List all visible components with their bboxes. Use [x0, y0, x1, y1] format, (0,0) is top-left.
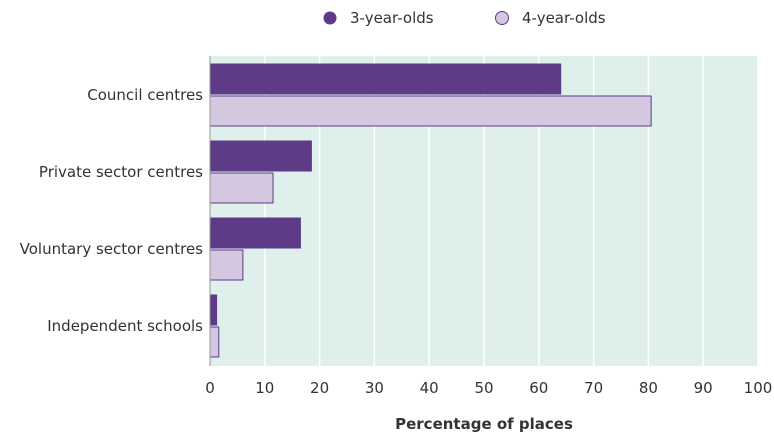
- x-tick-label-80: 80: [639, 379, 658, 397]
- x-tick-label-90: 90: [694, 379, 713, 397]
- legend-item-3-year-olds: 3-year-olds: [323, 9, 434, 27]
- x-tick-label-60: 60: [529, 379, 548, 397]
- bar-4-year-olds-1: [209, 172, 274, 204]
- bar-3-year-olds-2: [209, 217, 301, 249]
- legend-marker-3-year-olds: [323, 11, 337, 25]
- legend-label-4-year-olds: 4-year-olds: [522, 9, 606, 27]
- bar-4-year-olds-3: [209, 326, 220, 358]
- bars: [209, 63, 652, 358]
- category-label-1: Private sector centres: [39, 163, 203, 181]
- legend-label-3-year-olds: 3-year-olds: [350, 9, 434, 27]
- x-tick-label-70: 70: [584, 379, 603, 397]
- legend-item-4-year-olds: 4-year-olds: [495, 9, 606, 27]
- bar-4-year-olds-0: [209, 95, 652, 127]
- bar-3-year-olds-3: [209, 294, 218, 326]
- legend: 3-year-olds 4-year-olds: [323, 9, 606, 27]
- bar-3-year-olds-1: [209, 140, 312, 172]
- x-tick-label-30: 30: [365, 379, 384, 397]
- category-label-2: Voluntary sector centres: [20, 240, 204, 258]
- category-labels: Council centres Private sector centres Vol…: [20, 86, 204, 335]
- x-tick-label-20: 20: [310, 379, 329, 397]
- x-axis-title: Percentage of places: [395, 415, 573, 433]
- legend-marker-4-year-olds: [495, 11, 509, 25]
- x-tick-label-50: 50: [474, 379, 493, 397]
- category-label-0: Council centres: [87, 86, 203, 104]
- x-tick-label-100: 100: [744, 379, 773, 397]
- category-label-3: Independent schools: [47, 317, 203, 335]
- x-tick-label-0: 0: [205, 379, 215, 397]
- x-tick-label-40: 40: [420, 379, 439, 397]
- x-tick-label-10: 10: [255, 379, 274, 397]
- bar-4-year-olds-2: [209, 249, 244, 281]
- x-tick-labels: 0 10 20 30 40 50 60 70 80 90 100: [205, 379, 772, 397]
- bar-3-year-olds-0: [209, 63, 562, 95]
